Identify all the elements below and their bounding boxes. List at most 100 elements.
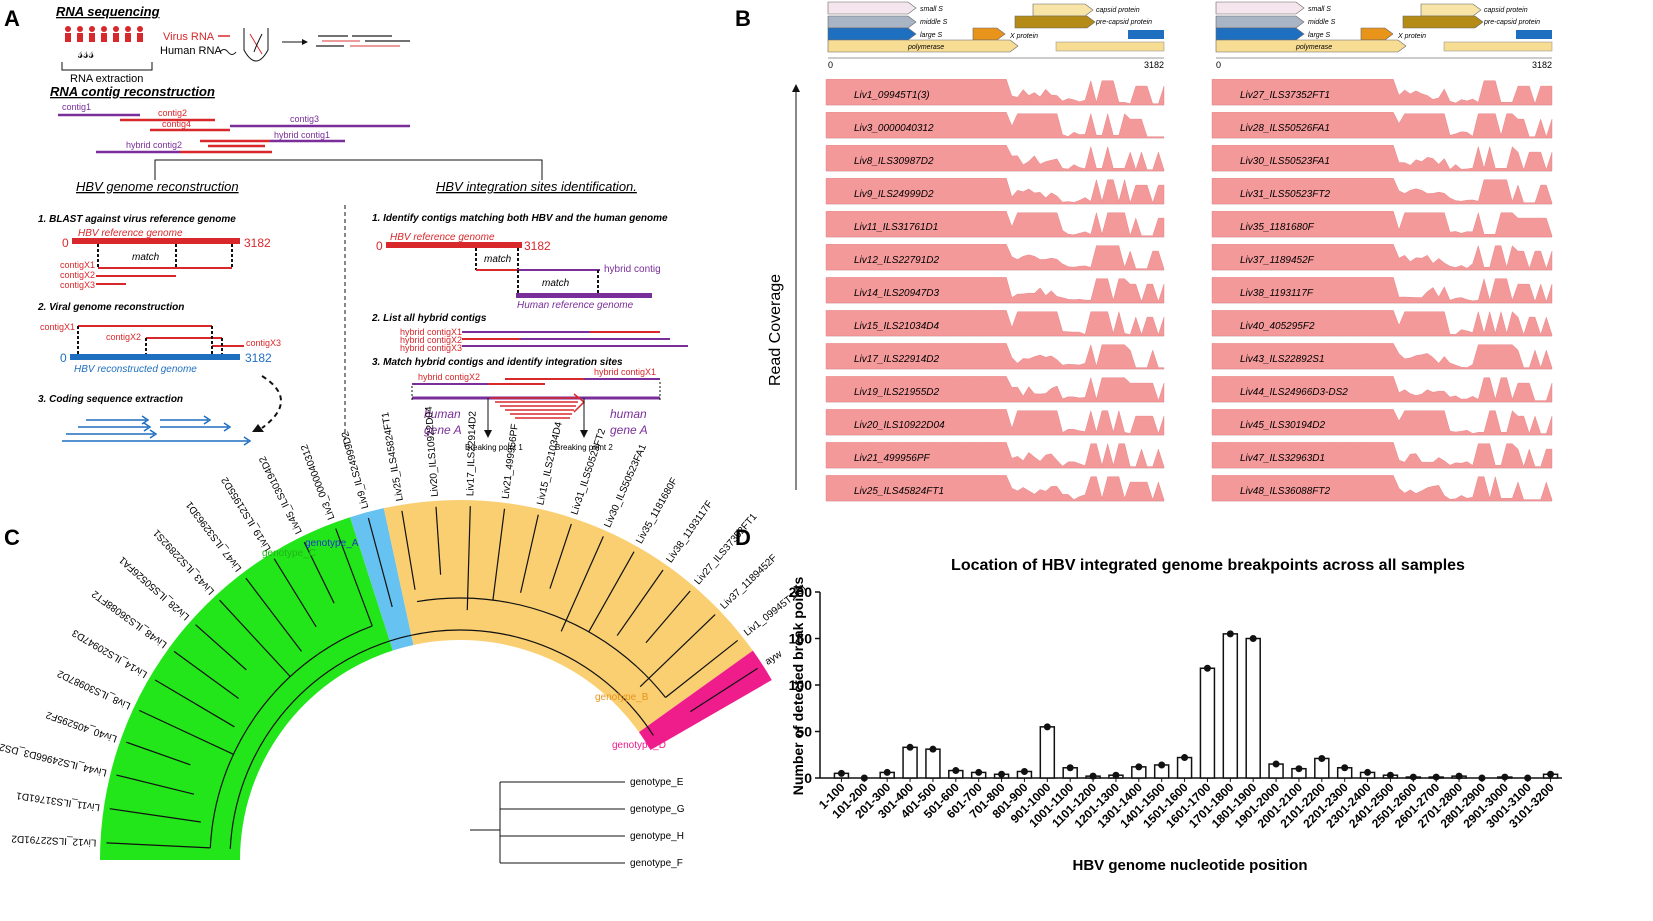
data-point: [1020, 767, 1028, 775]
coverage-track: Liv31_ILS50523FT2: [1211, 178, 1553, 205]
large-s-label: large S: [920, 32, 943, 39]
tree-leaf-label: Liv25_ILS45824FT1: [380, 411, 406, 502]
tree-leaf-label: Liv14_ILS20947D3: [70, 627, 149, 680]
middle-s-arrow: [827, 15, 917, 29]
tree-branch: [639, 614, 716, 688]
curved-arrow: [261, 375, 282, 429]
breaking-point-1: Breaking point 1: [465, 443, 523, 452]
tree-branch: [466, 506, 471, 611]
y-tick-label: 200: [789, 584, 813, 600]
coverage-track: Liv37_1189452F: [1211, 244, 1553, 271]
coverage-area: [825, 211, 1165, 238]
data-point: [952, 767, 960, 775]
coverage-track: Liv43_ILS22892S1: [1211, 343, 1553, 370]
data-point: [1089, 772, 1097, 780]
polymerase-label: polymerase: [1295, 44, 1332, 51]
bar: [902, 746, 918, 779]
coverage-area: [825, 442, 1165, 469]
tree-leaf-label: ayw: [763, 648, 785, 667]
tree-leaf-label: Liv12_ILS22791D2: [11, 833, 97, 848]
step2-left: 2. Viral genome reconstruction: [37, 302, 184, 313]
panel-letter-d: D: [735, 525, 751, 550]
hbv-ref-bar: [72, 238, 240, 244]
bar: [1199, 667, 1216, 779]
bar: [1039, 726, 1056, 779]
coverage-area: [825, 244, 1165, 271]
y-tick-label: 100: [789, 677, 813, 693]
step1-left: 1. BLAST against virus reference genome: [38, 214, 236, 225]
data-point: [1386, 771, 1394, 779]
data-point: [1547, 770, 1555, 778]
sample-label: Liv31_ILS50523FT2: [1240, 189, 1331, 200]
split-bracket: [154, 159, 543, 180]
coverage-area: [1211, 310, 1553, 337]
data-point: [1455, 772, 1463, 780]
coverage-track: Liv11_ILS31761D1: [825, 211, 1165, 238]
hbv-recon-title: HBV genome reconstruction: [76, 179, 239, 194]
outgroup-label: genotype_F: [630, 858, 683, 869]
genotype-a-sector: [350, 508, 414, 651]
data-point: [1112, 771, 1120, 779]
tree-branch: [154, 679, 235, 728]
hybrid-x3-label: hybrid contigX3: [400, 343, 462, 353]
data-point: [998, 770, 1006, 778]
tree-branch: [435, 506, 442, 575]
step3-left: 3. Coding sequence extraction: [38, 394, 183, 405]
tree-leaf-label: Liv37_1189452F: [719, 553, 780, 612]
tree-leaf-label: Liv15_ILS21034D4: [535, 420, 565, 506]
coverage-area: [825, 376, 1165, 403]
len-label-2: 3182: [245, 351, 272, 365]
hbv-ref-label-2: HBV reference genome: [390, 232, 495, 243]
data-point: [929, 745, 937, 753]
tree-branch: [116, 774, 195, 795]
cds-arrows: [62, 415, 252, 446]
tree-branch: [219, 599, 291, 677]
tree-branch: [520, 514, 539, 593]
hbv-reconstructed-label: HBV reconstructed genome: [74, 364, 197, 375]
coverage-track: Liv21_499956PF: [825, 442, 1165, 469]
gene-a-label-1: gene A: [424, 423, 462, 437]
hybrid-x2-label: hybrid contigX2: [400, 335, 462, 345]
coverage-track: Liv3_0000040312: [825, 112, 1165, 139]
sample-label: Liv17_ILS22914D2: [854, 354, 940, 365]
human-ref-label: Human reference genome: [517, 300, 634, 311]
tree-branch: [401, 510, 416, 590]
polymerase-label: polymerase: [907, 44, 944, 51]
axis-end: 3182: [1532, 60, 1552, 70]
tree-branch: [195, 624, 247, 671]
gene-a-label-2: gene A: [610, 423, 648, 437]
genotype-d-label: genotype_D: [612, 740, 666, 751]
contig2-label: contig2: [158, 108, 187, 118]
contig-lines: [58, 113, 410, 154]
coverage-track: Liv1_09945T1(3): [825, 79, 1165, 106]
tree-branch: [245, 577, 302, 652]
hybrid-contig-label: hybrid contig: [604, 264, 661, 275]
coverage-area: [1211, 79, 1553, 106]
coverage-tracks-right: Liv27_ILS37352FT1 Liv28_ILS50526FA1 Liv30_…: [1211, 79, 1553, 502]
tree-leaf-label: Liv11_ILS31761D1: [15, 789, 100, 812]
panel-c: Liv12_ILS22791D2 Liv11_ILS31761D1 Liv44_IL…: [0, 406, 808, 869]
middle-s-label: middle S: [920, 19, 948, 26]
tree-branch: [690, 667, 758, 713]
contig3-label: contig3: [290, 114, 319, 124]
coverage-track: Liv20_ILS10922D04: [825, 409, 1165, 436]
coverage-area: [825, 145, 1165, 172]
sample-label: Liv25_ILS45824FT1: [854, 486, 944, 497]
contig-recon-title: RNA contig reconstruction: [50, 84, 215, 99]
sample-label: Liv27_ILS37352FT1: [1240, 90, 1330, 101]
tree-branch: [367, 517, 393, 608]
genotype-c-label: genotype_C: [262, 548, 316, 559]
y-tick-label: 50: [796, 724, 812, 740]
coverage-track: Liv38_1193117F: [1211, 277, 1553, 304]
breaking-point-2: Breaking point 2: [555, 443, 613, 452]
coverage-area: [1211, 145, 1553, 172]
data-point: [1409, 773, 1417, 781]
tree-leaf-label: Liv44_ILS24966D3_DS2: [0, 741, 108, 778]
contigx3-label-b: contigX3: [246, 338, 281, 348]
hbv-recon-bar: [70, 354, 240, 360]
rna-extraction-label: RNA extraction: [70, 73, 143, 85]
coverage-track: Liv8_ILS30987D2: [825, 145, 1165, 172]
read-coverage-label: Read Coverage: [767, 274, 784, 386]
x-protein-label: X protein: [1009, 33, 1038, 40]
human-label-2: human: [610, 407, 647, 421]
